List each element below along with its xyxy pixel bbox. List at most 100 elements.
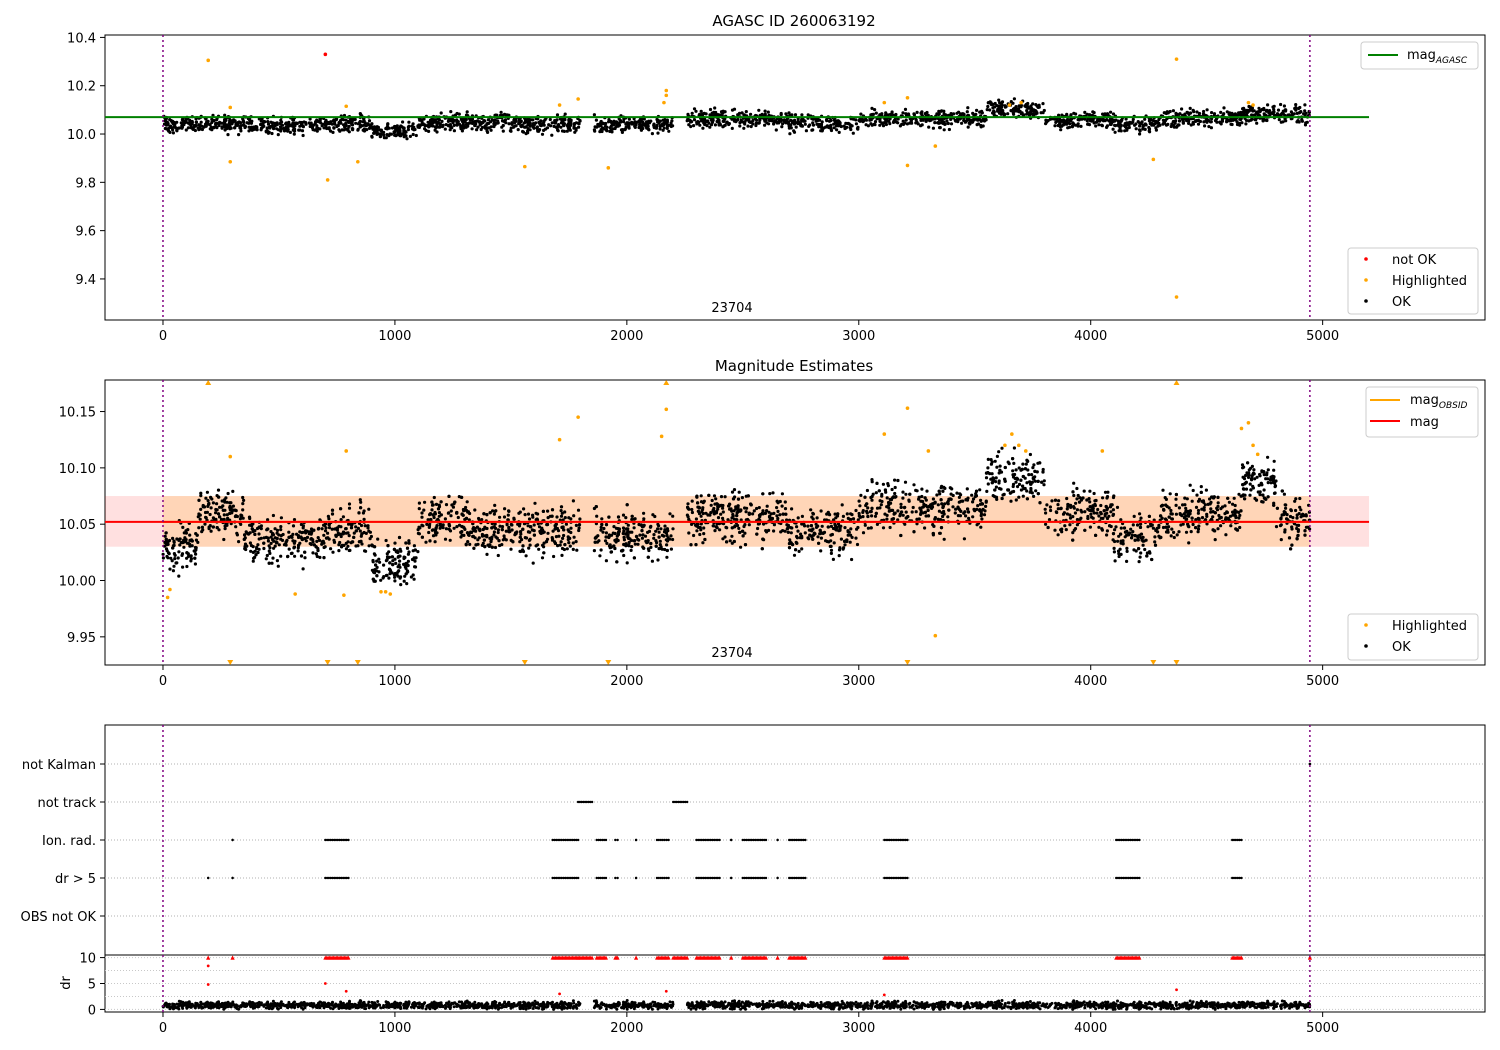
data-point-ok <box>780 504 784 508</box>
data-point-ok <box>1235 122 1240 127</box>
data-point-ok <box>562 533 566 538</box>
data-point-ok <box>849 527 853 531</box>
data-point-ok <box>1184 510 1188 514</box>
data-point-ok <box>164 531 168 535</box>
data-point-ok <box>966 106 970 110</box>
data-point-ok <box>370 122 374 126</box>
data-point-ok <box>923 526 927 530</box>
data-point-ok <box>997 479 1001 483</box>
data-point-ok <box>1229 524 1233 528</box>
data-point-ok <box>208 127 212 131</box>
panel1-legend-top: magAGASC <box>1360 41 1479 70</box>
data-point-ok <box>1056 533 1060 537</box>
data-point-ok <box>457 122 462 126</box>
data-point-ok <box>248 541 252 545</box>
data-point-ok <box>1044 511 1048 515</box>
data-point-ok <box>933 121 937 125</box>
data-point-ok <box>1088 500 1092 504</box>
data-point-ok <box>732 118 737 122</box>
data-point-ok <box>347 502 352 506</box>
data-point-ok <box>569 526 573 530</box>
data-point-ok <box>540 123 544 127</box>
data-point-ok <box>1244 487 1249 491</box>
data-point-ok <box>292 518 297 522</box>
data-point-ok <box>371 558 375 563</box>
data-point-ok <box>203 122 208 126</box>
data-point-ok <box>467 518 471 522</box>
data-point-ok <box>567 118 571 122</box>
data-point-ok <box>1218 516 1222 520</box>
data-point-ok <box>459 125 463 129</box>
data-point-ok <box>1250 106 1254 110</box>
data-point-ok <box>911 505 915 510</box>
data-point-ok <box>545 126 550 130</box>
data-point-ok <box>327 526 332 530</box>
data-point-ok <box>188 538 192 543</box>
data-point-ok <box>1068 122 1072 126</box>
data-point-ok <box>1072 506 1076 510</box>
data-point-ok <box>528 123 532 127</box>
data-point-ok <box>763 109 767 113</box>
data-point-ok <box>842 124 846 128</box>
data-point-ok <box>702 121 706 125</box>
data-point-ok <box>500 125 504 129</box>
data-point-ok <box>964 514 968 518</box>
data-point-ok <box>1099 503 1103 508</box>
data-point-ok <box>1293 106 1297 111</box>
data-point-ok <box>837 548 842 552</box>
data-point-ok <box>327 126 331 130</box>
data-point-ok <box>1247 104 1251 109</box>
data-point-ok <box>1085 112 1089 116</box>
data-point-highlighted <box>356 160 360 164</box>
data-point-highlighted <box>1246 100 1251 105</box>
data-point-ok <box>744 118 748 122</box>
data-point-ok <box>315 129 319 133</box>
data-point-ok <box>1074 501 1078 505</box>
data-point-ok <box>275 121 279 125</box>
data-point-ok <box>1002 113 1006 117</box>
data-point-ok <box>1123 122 1127 126</box>
data-point-ok <box>203 510 208 515</box>
data-point-ok <box>758 113 762 117</box>
data-point-ok <box>1291 516 1295 520</box>
data-point-ok <box>485 552 489 557</box>
data-point-ok <box>1294 103 1298 107</box>
data-point-ok <box>885 119 889 123</box>
data-point-ok <box>171 569 175 573</box>
data-point-ok <box>1216 527 1220 531</box>
data-point-ok <box>473 123 477 128</box>
data-point-ok <box>949 112 953 116</box>
data-point-ok <box>640 123 645 127</box>
data-point-ok <box>308 542 312 546</box>
data-point-ok <box>476 538 480 542</box>
data-point-ok <box>1207 125 1211 129</box>
data-point-ok <box>639 523 643 527</box>
data-point-ok <box>1190 499 1194 503</box>
data-point-ok <box>396 126 400 130</box>
data-point-ok <box>218 120 222 124</box>
data-point-ok <box>657 530 661 534</box>
data-point-ok <box>364 549 368 553</box>
data-point-ok <box>1244 122 1248 126</box>
data-point-ok <box>203 522 207 526</box>
data-point-ok <box>1247 108 1251 112</box>
data-point-ok <box>423 500 427 504</box>
data-point-ok <box>1070 125 1074 129</box>
data-point-ok <box>851 117 856 121</box>
data-point-ok <box>710 498 714 503</box>
data-point-ok <box>1045 503 1049 507</box>
data-point-ok <box>646 121 650 125</box>
data-point-ok <box>1117 554 1121 559</box>
data-point-ok <box>881 124 886 128</box>
data-point-ok <box>1112 546 1116 551</box>
data-point-ok <box>1238 525 1242 530</box>
data-point-ok <box>1097 123 1101 127</box>
data-point-ok <box>1044 122 1048 126</box>
data-point-highlighted <box>522 164 527 169</box>
data-point-ok <box>1129 527 1133 531</box>
data-point-ok <box>952 112 956 116</box>
data-point-ok <box>839 124 844 129</box>
data-point-ok <box>1009 100 1013 104</box>
data-point-ok <box>307 532 311 536</box>
data-point-ok <box>1295 513 1299 517</box>
